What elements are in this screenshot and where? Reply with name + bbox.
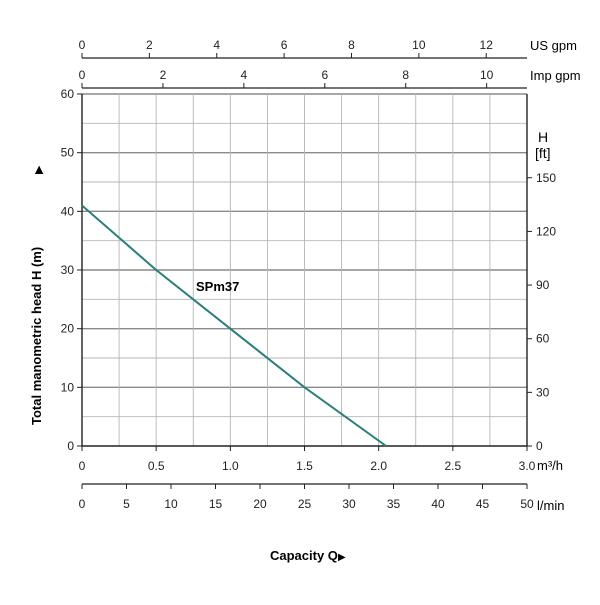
x-tick-label-lmin: 15 — [209, 497, 223, 511]
x-tick-label-us-gpm: 10 — [412, 38, 426, 52]
x-tick-label-imp-gpm: 2 — [160, 68, 167, 82]
y-tick-label-ft: 120 — [536, 224, 556, 238]
series-label-spm37: SPm37 — [196, 279, 239, 294]
x-tick-label-m3h: 3.0 — [519, 459, 536, 473]
axes — [77, 53, 532, 489]
x-tick-label-imp-gpm: 6 — [321, 68, 328, 82]
x-tick-label-m3h: 1.0 — [222, 459, 239, 473]
y-tick-label-m: 40 — [61, 204, 75, 218]
x-tick-label-lmin: 5 — [123, 497, 130, 511]
y-tick-label-m: 10 — [61, 380, 75, 394]
x-tick-label-lmin: 35 — [387, 497, 401, 511]
x-tick-label-imp-gpm: 10 — [480, 68, 494, 82]
x-tick-label-imp-gpm: 8 — [402, 68, 409, 82]
x-tick-label-lmin: 0 — [79, 497, 86, 511]
y-tick-label-m: 0 — [67, 439, 74, 453]
y-tick-label-m: 50 — [61, 146, 75, 160]
x-tick-label-m3h: 0 — [79, 459, 86, 473]
y-tick-label-ft: 150 — [536, 171, 556, 185]
x-tick-label-us-gpm: 6 — [281, 38, 288, 52]
y-tick-label-ft: 60 — [536, 332, 550, 346]
top-unit-us-gpm: US gpm — [530, 38, 577, 53]
x-tick-label-us-gpm: 0 — [79, 38, 86, 52]
x-tick-label-lmin: 20 — [253, 497, 267, 511]
y-axis-arrow-icon: ▶ — [33, 165, 45, 174]
y-tick-label-m: 20 — [61, 322, 75, 336]
y-tick-label-ft: 0 — [536, 439, 543, 453]
x-tick-label-lmin: 50 — [520, 497, 534, 511]
x-axis-arrow-icon: ▶ — [338, 552, 346, 563]
y-tick-label-m: 60 — [61, 87, 75, 101]
x-tick-label-imp-gpm: 0 — [79, 68, 86, 82]
x-tick-label-m3h: 1.5 — [296, 459, 313, 473]
x-tick-label-lmin: 25 — [298, 497, 312, 511]
right-unit-h: H — [538, 129, 548, 145]
x-axis-title: Capacity Q — [270, 548, 338, 563]
x-tick-label-lmin: 40 — [431, 497, 445, 511]
x-tick-label-us-gpm: 2 — [146, 38, 153, 52]
series-line-spm37 — [81, 204, 387, 447]
x-tick-label-us-gpm: 8 — [348, 38, 355, 52]
x-tick-label-lmin: 10 — [164, 497, 178, 511]
x-tick-label-m3h: 2.0 — [370, 459, 387, 473]
grid — [82, 93, 528, 446]
y-tick-label-ft: 30 — [536, 385, 550, 399]
y-axis-title: Total manometric head H (m) — [29, 247, 44, 425]
x-tick-label-us-gpm: 12 — [480, 38, 494, 52]
x-unit-m3h: m³/h — [537, 458, 563, 473]
x-tick-label-m3h: 2.5 — [444, 459, 461, 473]
x-tick-label-lmin: 45 — [476, 497, 490, 511]
y-tick-label-ft: 90 — [536, 278, 550, 292]
y-tick-label-m: 30 — [61, 263, 75, 277]
x-tick-label-imp-gpm: 4 — [241, 68, 248, 82]
right-unit-ft: [ft] — [535, 145, 551, 161]
x-tick-label-us-gpm: 4 — [213, 38, 220, 52]
x-tick-label-m3h: 0.5 — [148, 459, 165, 473]
series — [81, 204, 387, 447]
x-tick-label-lmin: 30 — [342, 497, 356, 511]
x-unit-lmin: l/min — [537, 498, 564, 513]
top-unit-imp-gpm: Imp gpm — [530, 68, 581, 83]
